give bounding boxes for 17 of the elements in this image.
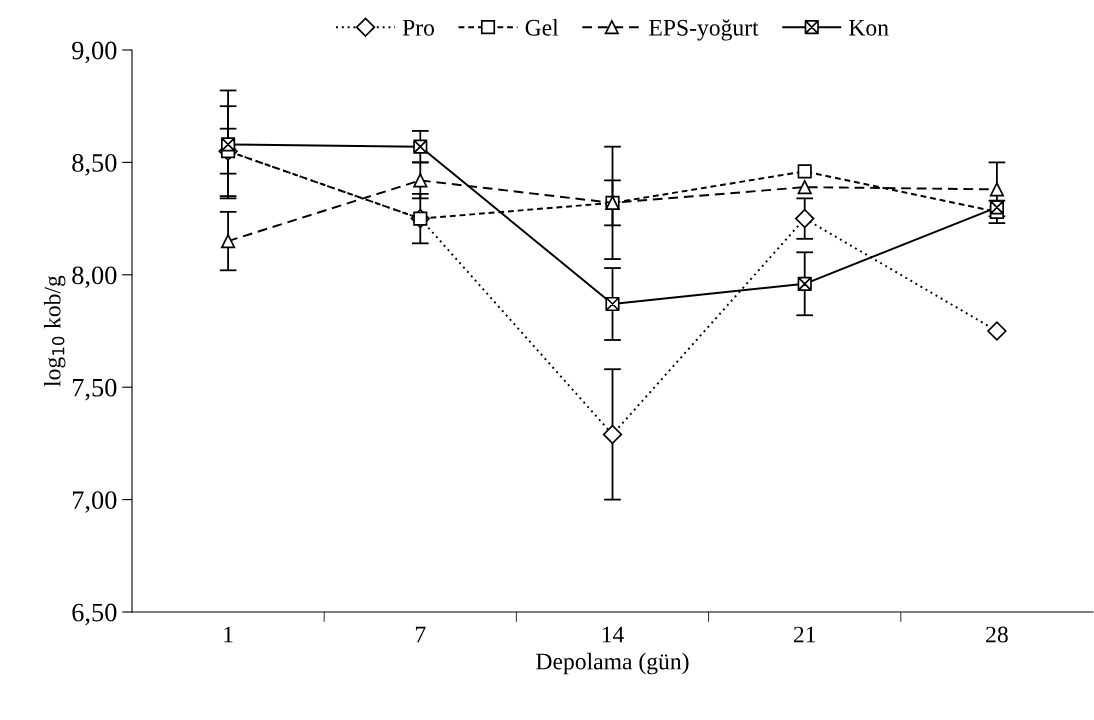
y-tick-label: 9,00 [72, 41, 117, 64]
y-axis-title: log$_{10}$ kob/g [43, 275, 66, 387]
y-tick-label: 6,50 [72, 603, 117, 626]
y-tick-label: 7,50 [72, 378, 117, 401]
legend-label: Gel [525, 19, 559, 36]
x-tick-label: 1 [224, 626, 233, 643]
x-axis-title: Depolama (gün) [536, 652, 689, 675]
x-tick-label: 7 [415, 626, 426, 643]
legend-label: Pro [402, 20, 434, 36]
y-tick-label: 8,00 [72, 266, 117, 289]
x-tick-label: 21 [793, 626, 816, 643]
legend-label: Kon [849, 20, 889, 36]
x-tick-label: 14 [602, 626, 624, 643]
y-tick-label: 8,50 [72, 154, 117, 176]
x-tick-label: 28 [986, 626, 1008, 643]
y-tick-label: 7,00 [72, 491, 117, 513]
legend-label: EPS-yoğurt [649, 19, 759, 41]
